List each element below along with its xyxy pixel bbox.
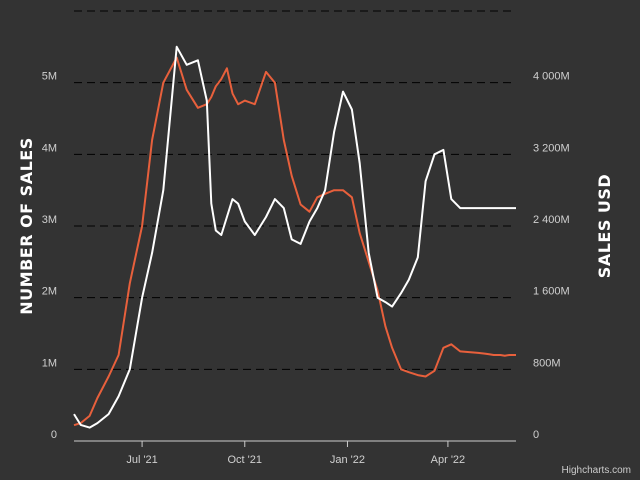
series-group [73,45,516,429]
y-right-tick-label: 3 200M [533,142,570,154]
y-axis-left-ticks: 0 1M 2M 3M 4M 5M [42,71,57,441]
y-left-tick-label: 4M [42,142,57,154]
y-left-tick-label: 0 [51,429,57,441]
x-tick-label: Oct '21 [228,454,263,466]
y-right-tick-label: 800M [533,357,561,369]
y-axis-right-ticks: 0 800M 1 600M 2 400M 3 200M 4 000M [533,71,570,441]
y-left-tick-label: 3M [42,214,57,226]
y-axis-right-title: SALES USD [595,174,614,278]
x-axis-ticks: Jul '21 Oct '21 Jan '22 Apr '22 [126,441,465,466]
y-left-tick-label: 2M [42,286,57,298]
series-line-2[interactable] [73,45,516,429]
y-left-tick-label: 5M [42,71,57,83]
grid-lines [74,10,516,370]
highcharts-credit[interactable]: Highcharts.com [562,465,631,476]
x-tick-label: Jul '21 [126,454,157,466]
y-axis-left-title: NUMBER OF SALES [17,137,36,314]
y-right-tick-label: 4 000M [533,71,570,83]
y-right-tick-label: 1 600M [533,286,570,298]
x-tick-label: Apr '22 [431,454,466,466]
series-line-1[interactable] [73,56,516,427]
y-left-tick-label: 1M [42,357,57,369]
x-tick-label: Jan '22 [330,454,365,466]
y-right-tick-label: 2 400M [533,214,570,226]
y-right-tick-label: 0 [533,429,539,441]
